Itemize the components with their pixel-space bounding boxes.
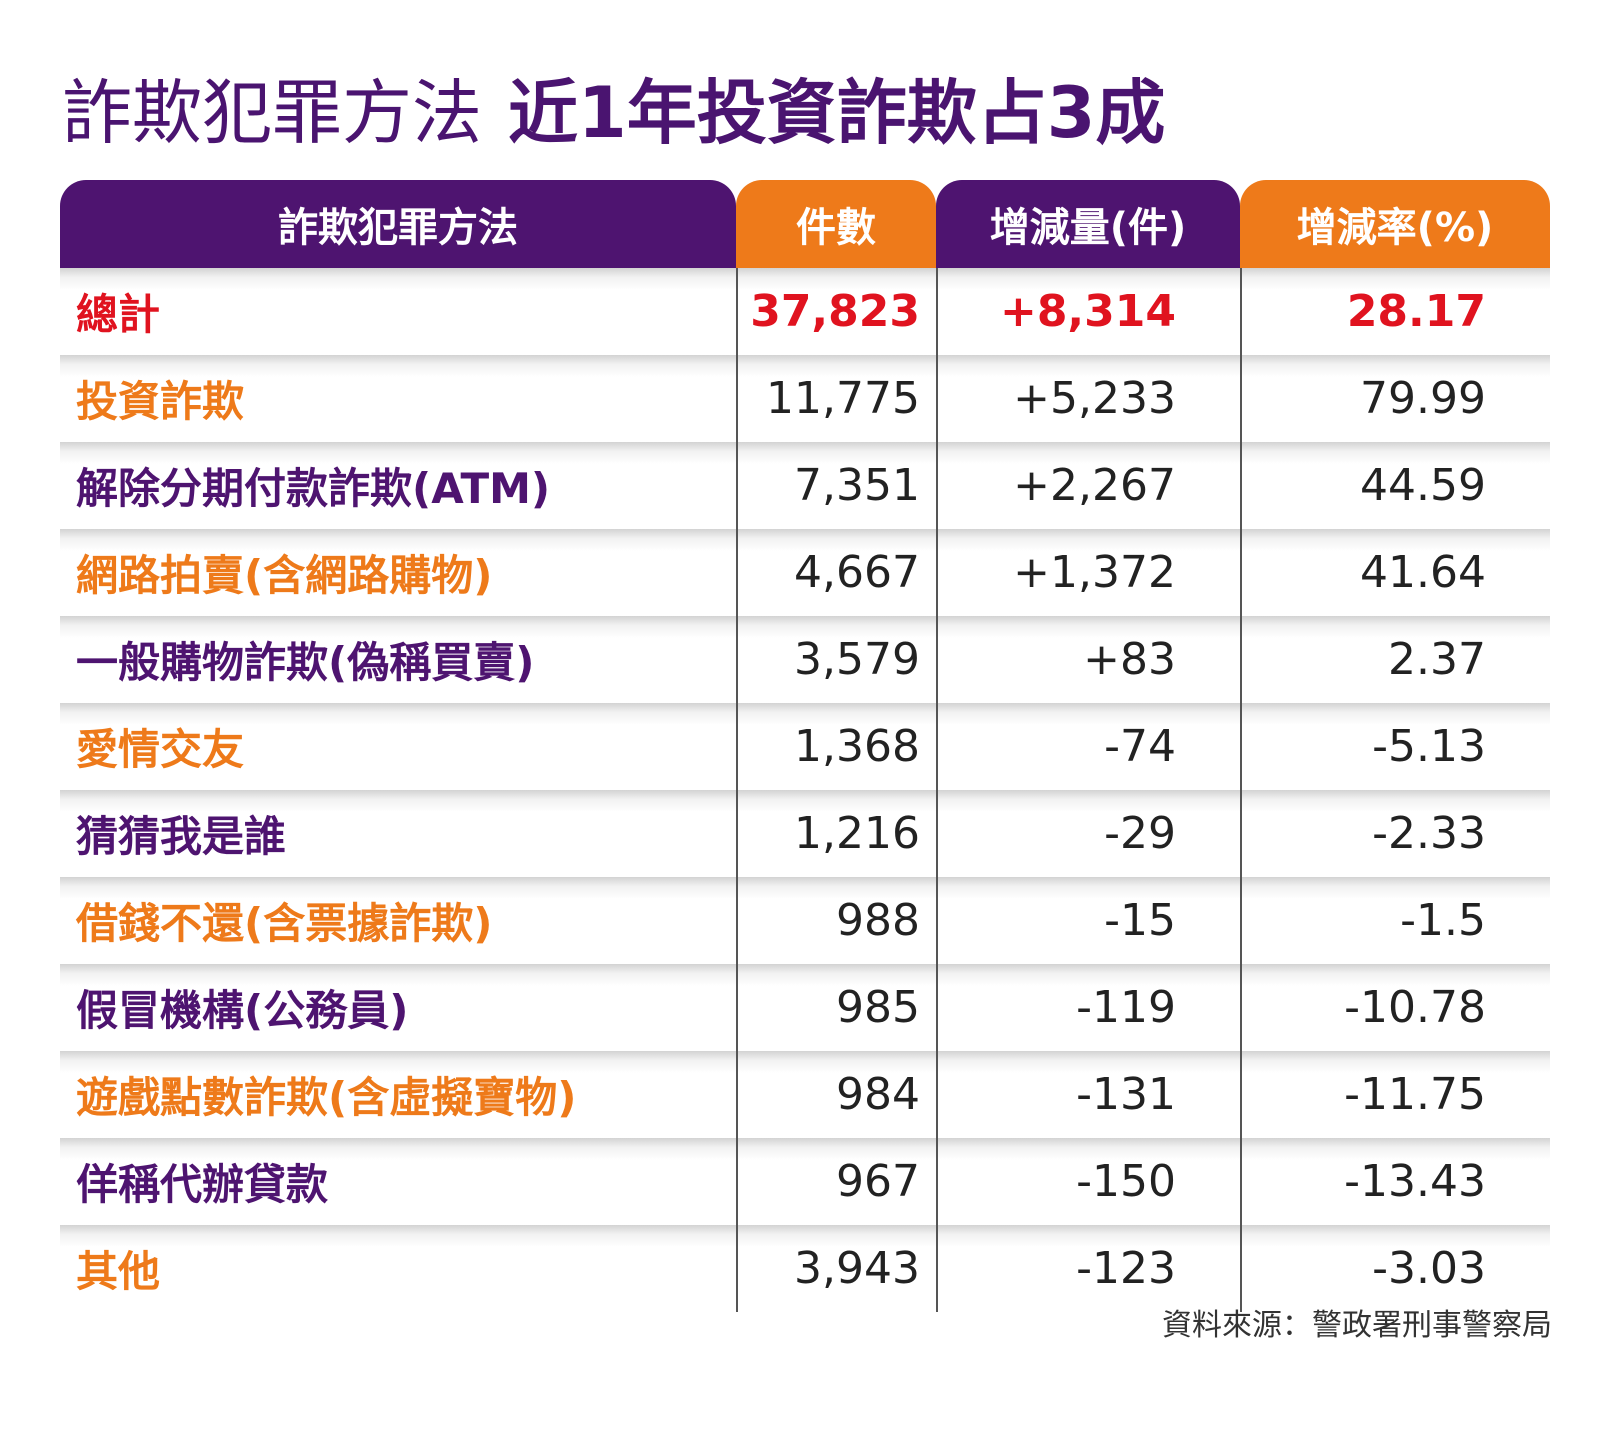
method-cell: 投資詐欺 [76,377,245,426]
count-cell: 967 [736,1138,936,1225]
count-cell: 7,351 [736,442,936,529]
rate-cell: -10.78 [1240,964,1550,1051]
method-cell: 假冒機構(公務員) [76,986,409,1035]
table-row: 遊戲點數詐欺(含虛擬寶物) 984 -131 -11.75 [60,1051,1550,1138]
table-row: 總計 37,823 +8,314 28.17 [60,268,1550,355]
change-cell: +1,372 [936,529,1240,616]
table-row: 佯稱代辦貸款 967 -150 -13.43 [60,1138,1550,1225]
rate-cell: 28.17 [1240,268,1550,355]
table-row: 一般購物詐欺(偽稱買賣) 3,579 +83 2.37 [60,616,1550,703]
table-row: 假冒機構(公務員) 985 -119 -10.78 [60,964,1550,1051]
method-cell: 遊戲點數詐欺(含虛擬寶物) [76,1073,577,1122]
table-body: 總計 37,823 +8,314 28.17 投資詐欺 11,775 +5,233 79.99… [60,268,1550,1312]
table-header: 詐欺犯罪方法 件數 增減量(件) 增減率(%) [60,180,1550,268]
change-cell: -131 [936,1051,1240,1138]
change-cell: +5,233 [936,355,1240,442]
header-method: 詐欺犯罪方法 [60,180,736,268]
rate-cell: -3.03 [1240,1225,1550,1312]
change-cell: +83 [936,616,1240,703]
header-rate: 增減率(%) [1240,180,1550,268]
rate-cell: 2.37 [1240,616,1550,703]
method-cell: 解除分期付款詐欺(ATM) [76,464,551,513]
rate-cell: -5.13 [1240,703,1550,790]
table-row: 其他 3,943 -123 -3.03 [60,1225,1550,1312]
method-cell: 佯稱代辦貸款 [76,1160,329,1209]
count-cell: 984 [736,1051,936,1138]
title-part-2: 近1年投資詐欺占3成 [508,72,1166,154]
count-cell: 1,368 [736,703,936,790]
page-title: 詐欺犯罪方法 近1年投資詐欺占3成 [62,68,1165,158]
method-cell: 總計 [76,290,161,339]
count-cell: 3,579 [736,616,936,703]
count-cell: 985 [736,964,936,1051]
method-cell: 一般購物詐欺(偽稱買賣) [76,638,535,687]
table-row: 投資詐欺 11,775 +5,233 79.99 [60,355,1550,442]
table-row: 借錢不還(含票據詐欺) 988 -15 -1.5 [60,877,1550,964]
method-cell: 愛情交友 [76,725,245,774]
table-row: 解除分期付款詐欺(ATM) 7,351 +2,267 44.59 [60,442,1550,529]
change-cell: -150 [936,1138,1240,1225]
table-row: 猜猜我是誰 1,216 -29 -2.33 [60,790,1550,877]
source-note: 資料來源：警政署刑事警察局 [1162,1308,1552,1343]
method-cell: 其他 [76,1247,161,1296]
change-cell: -74 [936,703,1240,790]
change-cell: -15 [936,877,1240,964]
rate-cell: -1.5 [1240,877,1550,964]
rate-cell: -2.33 [1240,790,1550,877]
count-cell: 988 [736,877,936,964]
count-cell: 4,667 [736,529,936,616]
change-cell: -119 [936,964,1240,1051]
table-row: 愛情交友 1,368 -74 -5.13 [60,703,1550,790]
fraud-table: 詐欺犯罪方法 件數 增減量(件) 增減率(%) 總計 37,823 +8,314 28… [60,180,1550,1312]
method-cell: 借錢不還(含票據詐欺) [76,899,493,948]
count-cell: 1,216 [736,790,936,877]
rate-cell: 41.64 [1240,529,1550,616]
change-cell: -123 [936,1225,1240,1312]
count-cell: 37,823 [736,268,936,355]
header-change: 增減量(件) [936,180,1240,268]
count-cell: 11,775 [736,355,936,442]
method-cell: 網路拍賣(含網路購物) [76,551,493,600]
rate-cell: 79.99 [1240,355,1550,442]
rate-cell: 44.59 [1240,442,1550,529]
rate-cell: -13.43 [1240,1138,1550,1225]
count-cell: 3,943 [736,1225,936,1312]
rate-cell: -11.75 [1240,1051,1550,1138]
method-cell: 猜猜我是誰 [76,812,287,861]
table-row: 網路拍賣(含網路購物) 4,667 +1,372 41.64 [60,529,1550,616]
change-cell: +8,314 [936,268,1240,355]
change-cell: +2,267 [936,442,1240,529]
change-cell: -29 [936,790,1240,877]
header-count: 件數 [736,180,936,268]
title-part-1: 詐欺犯罪方法 [62,72,482,154]
